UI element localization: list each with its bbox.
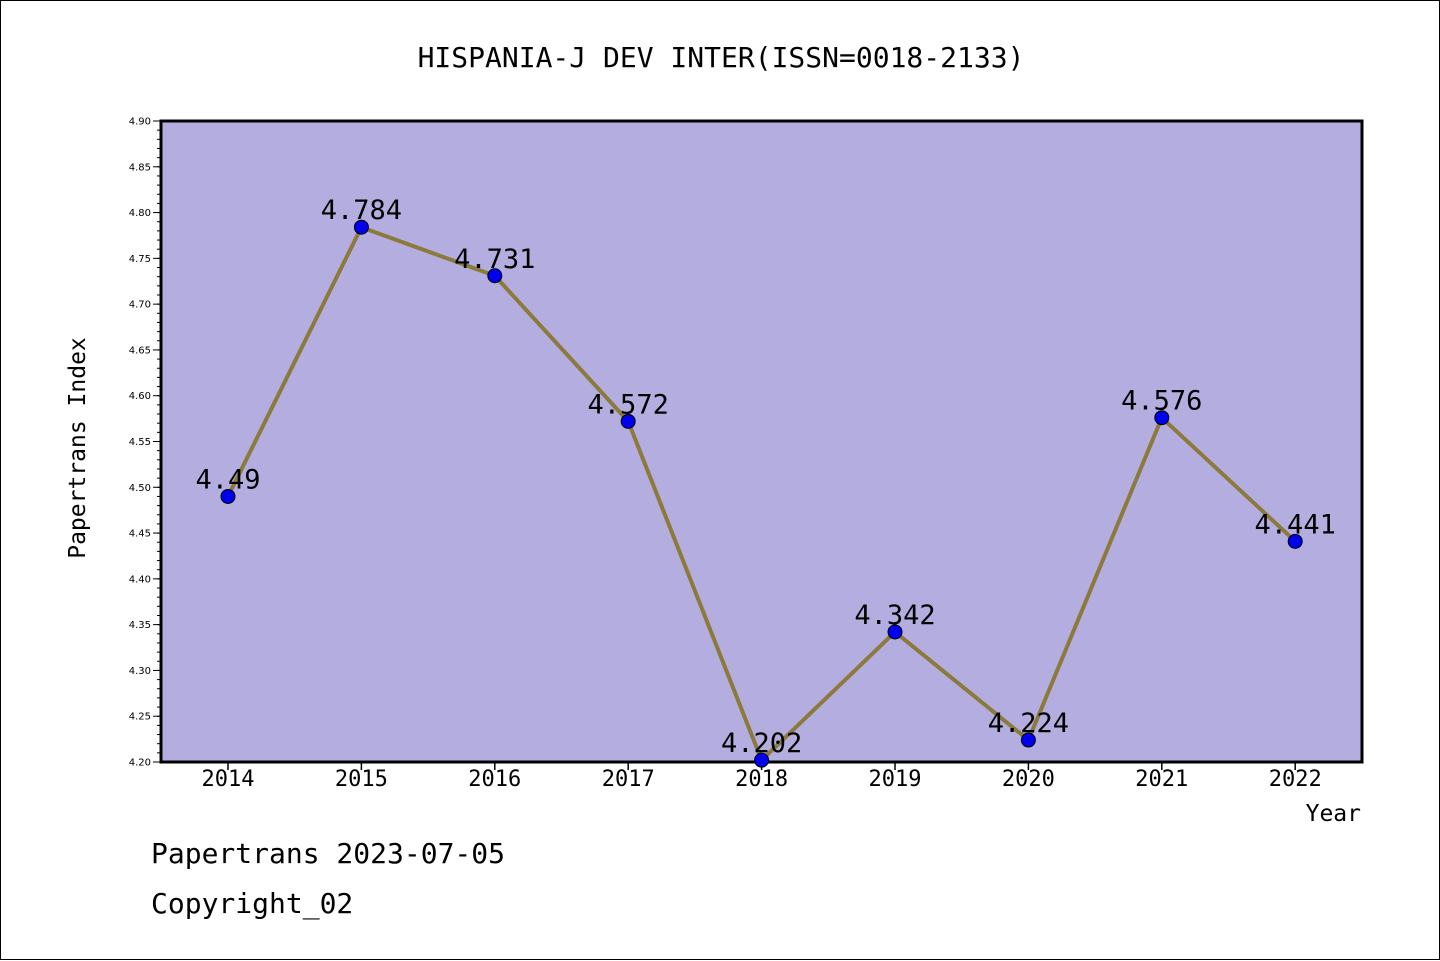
- x-tick-label: 2017: [602, 767, 655, 792]
- x-tick-label: 2018: [735, 767, 788, 792]
- data-point: [754, 752, 770, 768]
- data-point: [887, 624, 903, 640]
- y-axis-label: Papertrans Index: [65, 337, 91, 559]
- data-label: 4.572: [588, 389, 669, 420]
- y-tick-label: 4.40: [129, 574, 151, 585]
- data-label: 4.441: [1255, 509, 1336, 540]
- footer-date: Papertrans 2023-07-05: [151, 837, 506, 870]
- data-point: [620, 413, 636, 429]
- y-tick-label: 4.65: [129, 345, 151, 356]
- y-tick-label: 4.30: [129, 666, 151, 677]
- data-point: [487, 268, 503, 284]
- data-point: [1020, 732, 1036, 748]
- y-tick-label: 4.80: [129, 208, 151, 219]
- x-tick-label: 2014: [202, 767, 255, 792]
- y-tick-label: 4.60: [129, 391, 151, 402]
- data-label: 4.342: [854, 600, 935, 631]
- series-layer: [220, 219, 1303, 768]
- data-label: 4.731: [454, 244, 535, 275]
- x-axis-label: Year: [1306, 801, 1361, 827]
- y-tick-label: 4.20: [129, 758, 151, 769]
- y-tick-label: 4.85: [129, 162, 151, 173]
- y-tick-label: 4.45: [129, 529, 151, 540]
- y-axis: 4.20 4.25 4.30 4.35 4.40 4.45 4.50 4.55 4.60 4.65…: [129, 117, 161, 769]
- data-point: [220, 488, 236, 504]
- data-point: [353, 219, 369, 235]
- y-tick-label: 4.35: [129, 620, 151, 631]
- y-tick-label: 4.25: [129, 712, 151, 723]
- x-tick-label: 2021: [1135, 767, 1188, 792]
- data-label: 4.202: [721, 728, 802, 759]
- chart-title: HISPANIA-J DEV INTER(ISSN=0018-2133): [418, 41, 1025, 74]
- data-label: 4.784: [321, 195, 402, 226]
- data-label-layer: 4.49 4.784 4.731 4.572 4.202 4.342 4.224 4.576 4…: [195, 195, 1335, 759]
- data-point: [1154, 410, 1170, 426]
- data-label: 4.49: [195, 464, 260, 495]
- footer-copyright: Copyright_02: [151, 887, 354, 920]
- y-tick-label: 4.75: [129, 254, 151, 265]
- y-tick-label: 4.55: [129, 437, 151, 448]
- x-tick-label: 2019: [869, 767, 922, 792]
- x-tick-label: 2016: [468, 767, 521, 792]
- y-tick-label: 4.50: [129, 483, 151, 494]
- x-axis: 2014 2015 2016 2017 2018 2019 2020 2021 2022: [202, 762, 1322, 792]
- data-point: [1287, 533, 1303, 549]
- y-tick-label: 4.70: [129, 300, 151, 311]
- x-tick-label: 2015: [335, 767, 388, 792]
- x-tick-label: 2020: [1002, 767, 1055, 792]
- x-tick-label: 2022: [1269, 767, 1322, 792]
- y-tick-label: 4.90: [129, 117, 151, 128]
- data-label: 4.576: [1121, 386, 1202, 417]
- data-label: 4.224: [988, 708, 1069, 739]
